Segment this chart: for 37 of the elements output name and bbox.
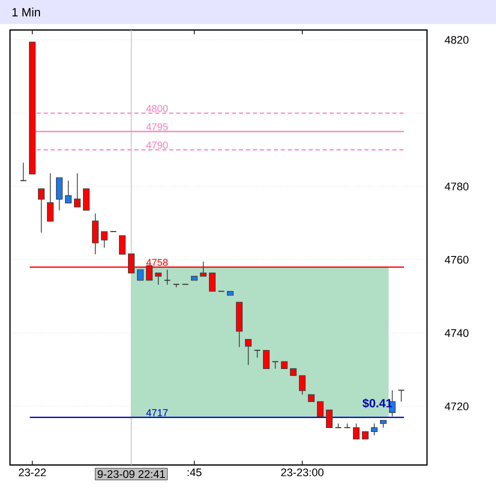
candlestick (154, 272, 162, 286)
text: 9-23-09 22:41 (98, 470, 165, 478)
y-tick-label: 4720 (444, 402, 468, 410)
candlestick (56, 177, 63, 211)
candlestick (38, 188, 45, 234)
candlestick (244, 338, 252, 366)
candlestick (74, 172, 81, 208)
ref-line-label: 4800 (146, 104, 168, 112)
ref-line-label: 4717 (146, 409, 168, 416)
candlestick (64, 180, 72, 204)
candlestick (326, 410, 333, 428)
candlestick (262, 350, 270, 369)
y-tick-label: 4780 (444, 182, 468, 190)
ref-line-label: 4758 (146, 258, 168, 266)
x-tick-label: :45 (188, 468, 202, 476)
candlestick (92, 213, 99, 255)
y-tick-label: 4760 (444, 256, 468, 264)
x-tick-label: 23-22 (18, 468, 46, 476)
candlestick (118, 235, 126, 255)
candlestick (100, 231, 108, 248)
candlestick (136, 269, 144, 281)
y-tick-label: 4740 (444, 329, 468, 337)
y-tick-label: 4820 (444, 36, 468, 44)
candlestick (208, 272, 216, 292)
candlestick (82, 188, 90, 211)
candlestick (20, 162, 27, 182)
x-tick-label: 23-23:00 (281, 468, 324, 476)
ref-line-label: 4790 (146, 142, 168, 149)
candlestick (352, 423, 360, 440)
candlestick (46, 172, 54, 222)
candlestick (398, 390, 405, 402)
candlestick (316, 401, 324, 417)
candlestick (164, 269, 171, 286)
ref-line-label: 4795 (146, 123, 168, 130)
candlestick (298, 375, 306, 396)
chart-title: 1 Min (12, 8, 40, 16)
candlestick (370, 423, 378, 436)
